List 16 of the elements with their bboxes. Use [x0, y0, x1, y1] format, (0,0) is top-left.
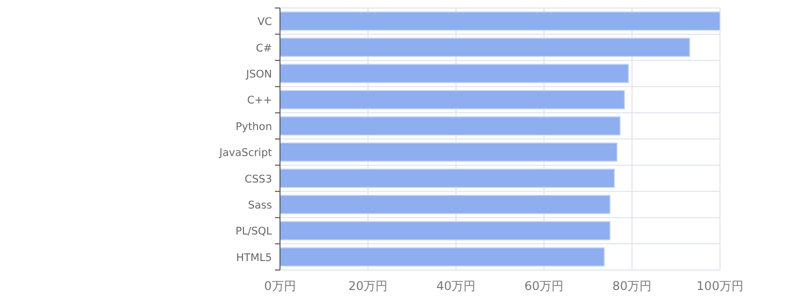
y-tick-label: HTML5	[236, 252, 272, 264]
x-tick-label: 100万円	[696, 279, 744, 293]
y-tick-label: PL/SQL	[236, 226, 272, 238]
y-tick-label: Sass	[248, 200, 272, 212]
y-tick-label: JSON	[245, 68, 272, 80]
y-tick-label: C#	[256, 42, 272, 54]
y-tick-label: CSS3	[244, 173, 272, 186]
x-tick-label: 60万円	[524, 279, 564, 293]
y-tick-label: VC	[257, 16, 272, 28]
x-tick-label: 40万円	[436, 279, 476, 293]
x-tick-label: 0万円	[264, 279, 296, 293]
y-tick-label: JavaScript	[218, 147, 272, 160]
x-tick-label: 80万円	[612, 279, 652, 293]
y-tick-label: C++	[247, 94, 272, 107]
x-tick-label: 20万円	[348, 279, 388, 293]
y-tick-label: Python	[236, 120, 272, 133]
